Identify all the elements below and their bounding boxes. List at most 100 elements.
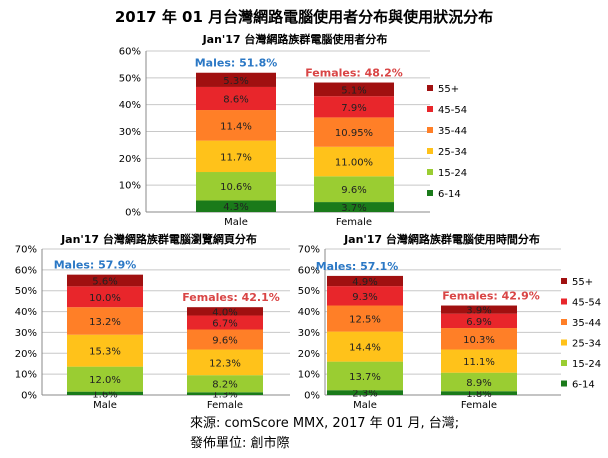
c2-x-tick-label: Female [207,400,243,411]
c2-bar-segment [67,286,143,308]
c3-data-label: 11.1% [463,357,495,368]
c3-legend-swatch [561,339,567,346]
c1-legend-swatch [427,190,433,196]
c2-data-label: 10.0% [89,293,121,304]
c1-bar-segment [196,140,276,173]
c1-data-label: 8.6% [223,94,248,105]
c2-x-tick-label: Male [93,400,117,411]
c1-bar-segment [196,200,276,212]
c3-legend-label: 6-14 [572,380,595,391]
c3-y-tick-label: 10% [298,370,320,381]
c2-data-label: 9.6% [212,336,237,347]
c1-legend-swatch [427,106,433,112]
c2-bar-segment [187,307,263,316]
c1-data-label: 9.6% [341,185,366,196]
c2-y-tick-label: 60% [15,265,37,276]
c1-bar-segment [314,96,394,118]
c2-bar-segment [187,392,263,395]
c1-chart-title: Jan'17 台灣網路族群電腦使用者分布 [202,32,388,46]
c3-legend-swatch [561,278,567,284]
c3-group-label: Males: 57.1% [316,260,399,273]
c1-legend-swatch [427,169,433,175]
c2-y-tick-label: 20% [15,349,37,360]
c3-legend-label: 55+ [572,277,593,288]
c2-y-tick-label: 10% [15,370,37,381]
c2-data-label: 15.3% [89,347,121,358]
c3-y-tick-label: 50% [298,286,320,297]
c3-y-tick-label: 60% [298,265,320,276]
c2-bar-segment [67,307,143,335]
c3-bar-segment [327,361,403,391]
user-distribution-chart: Jan'17 台灣網路族群電腦使用者分布 0% 10% 20% 30% 40% 50% 60%… [119,32,467,228]
c3-y-tick-label: 40% [298,307,320,318]
c2-bar-segment [67,334,143,367]
c2-data-label: 12.0% [89,375,121,386]
c2-data-label: 13.2% [89,317,121,328]
c3-legend-swatch [561,298,567,305]
c2-group-label: Females: 42.1% [182,291,280,304]
c1-data-label: 3.7% [341,203,366,214]
c3-bar-segment [327,305,403,332]
c3-data-label: 12.5% [349,315,381,326]
c1-data-label: 10.95% [335,128,373,139]
c1-y-tick-label: 10% [119,181,141,192]
c2-data-label: 6.7% [212,319,237,330]
c3-bar-segment [327,331,403,362]
c3-bar-segment [441,349,517,373]
c3-y-tick-label: 30% [298,328,320,339]
c1-legend-label: 45-54 [438,105,467,116]
c1-bar-segment [196,172,276,201]
c1-bar-segment [314,202,394,212]
c3-x-tick-label: Male [353,400,377,411]
web-browsing-distribution-chart: Jan'17 台灣網路族群電腦瀏覽網頁分布 0% 10% 20% 30% 40% 50% 60… [15,232,290,411]
c2-data-label: 5.6% [92,276,117,287]
c1-legend-label: 55+ [438,84,459,95]
c2-y-tick-label: 40% [15,307,37,318]
c3-bar-segment [441,305,517,314]
c2-y-tick-label: 30% [15,328,37,339]
c1-bar-segment [314,117,394,147]
c1-legend-label: 25-34 [438,147,467,158]
c3-data-label: 4.9% [352,277,377,288]
c2-bar-segment [67,391,143,395]
page-title: 2017 年 01 月台灣網路電腦使用者分布與使用狀況分布 [114,8,494,26]
c3-group-label: Females: 42.9% [442,290,540,303]
c3-x-tick-label: Female [461,400,497,411]
c1-data-label: 11.4% [220,121,252,132]
c3-data-label: 9.3% [352,292,377,303]
c1-y-tick-label: 30% [119,127,141,138]
c1-data-label: 5.3% [223,76,248,87]
c3-data-label: 3.9% [466,306,491,317]
c1-y-tick-label: 0% [125,208,141,219]
c3-data-label: 1.8% [466,389,491,400]
c1-legend-swatch [427,127,433,133]
c3-data-label: 10.3% [463,335,495,346]
c2-group-label: Males: 57.9% [54,259,137,272]
c1-data-label: 11.00% [335,158,373,169]
c3-y-tick-label: 0% [304,391,320,402]
c2-bar-segment [187,349,263,376]
usage-time-distribution-chart: Jan'17 台灣網路族群電腦使用時間分布 0% 10% 20% 30% 40% 50% 60… [298,232,601,411]
c3-chart-title: Jan'17 台灣網路族群電腦使用時間分布 [343,232,540,246]
c2-bar-segment [187,315,263,330]
c2-data-label: 8.2% [212,380,237,391]
source-text: 來源: comScore MMX, 2017 年 01 月, 台灣; [190,416,460,431]
c1-legend-label: 6-14 [438,189,461,200]
c2-data-label: 12.3% [209,358,241,369]
c3-bar-segment [441,391,517,395]
c2-data-label: 1.3% [212,390,237,401]
c2-bar-segment [67,274,143,287]
c1-group-label: Males: 51.8% [195,57,278,70]
c2-bar-segment [187,375,263,393]
c1-data-label: 11.7% [220,152,252,163]
c2-data-label: 1.6% [92,389,117,400]
c3-legend-label: 15-24 [572,359,601,370]
c1-legend-swatch [427,148,433,154]
c2-bar-segment [67,366,143,392]
c3-legend-swatch [561,360,567,366]
c1-legend-label: 15-24 [438,168,467,179]
c1-data-label: 7.9% [341,103,366,114]
c2-y-tick-label: 0% [21,391,37,402]
c2-chart-title: Jan'17 台灣網路族群電腦瀏覽網頁分布 [60,232,257,246]
c3-data-label: 2.3% [352,389,377,400]
